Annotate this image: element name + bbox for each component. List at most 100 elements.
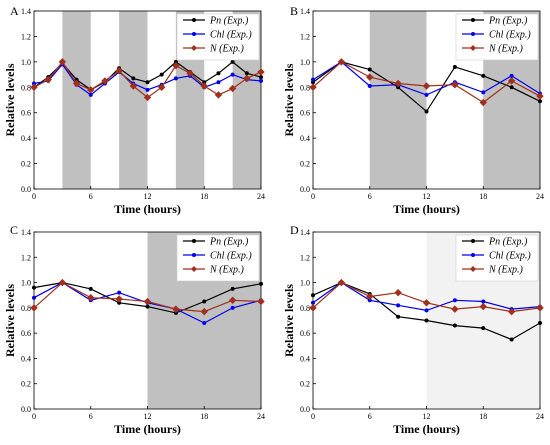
x-tick-label: 18 bbox=[200, 192, 208, 201]
y-tick-label: 1.2 bbox=[21, 253, 31, 262]
data-point bbox=[58, 58, 67, 66]
legend-label-2: N (Exp.) bbox=[488, 265, 524, 276]
data-point bbox=[481, 326, 486, 331]
data-point bbox=[366, 292, 374, 301]
x-tick-label: 24 bbox=[257, 412, 265, 421]
legend-label-2: N (Exp.) bbox=[209, 265, 245, 276]
data-point bbox=[202, 321, 207, 326]
legend-label-0: Pn (Exp.) bbox=[209, 16, 249, 27]
data-point bbox=[230, 72, 235, 77]
y-tick-label: 1.4 bbox=[21, 228, 31, 237]
x-axis-label: Time (hours) bbox=[393, 422, 460, 436]
y-tick-label: 0.4 bbox=[300, 134, 310, 143]
data-point bbox=[216, 71, 221, 76]
data-point bbox=[424, 318, 429, 323]
x-tick-label: 24 bbox=[536, 412, 544, 421]
data-point bbox=[32, 81, 36, 86]
data-point bbox=[129, 82, 138, 90]
data-point bbox=[32, 295, 36, 300]
data-point bbox=[30, 83, 38, 91]
y-tick-label: 0.6 bbox=[300, 109, 310, 118]
data-point bbox=[422, 299, 431, 307]
panel-label: C bbox=[10, 223, 18, 237]
data-point bbox=[228, 84, 237, 93]
data-point bbox=[131, 76, 136, 81]
y-tick-label: 1.2 bbox=[21, 32, 31, 41]
x-tick-label: 24 bbox=[536, 192, 544, 201]
data-point bbox=[507, 77, 516, 85]
data-point bbox=[244, 71, 249, 76]
data-point bbox=[145, 87, 150, 92]
data-point bbox=[309, 83, 317, 91]
data-point bbox=[452, 298, 457, 303]
data-point bbox=[145, 304, 150, 309]
x-tick-label: 18 bbox=[200, 412, 208, 421]
x-axis-label: Time (hours) bbox=[393, 202, 460, 216]
data-point bbox=[481, 73, 486, 78]
panel-d: D 0.0 0.2 0.4 0.6 0.8 1.0 1.2 1.4 0 6 12 18 24 Time (h… bbox=[282, 223, 544, 436]
y-tick-label: 0.6 bbox=[21, 109, 31, 118]
legend-marker bbox=[471, 18, 475, 22]
data-point bbox=[202, 299, 207, 304]
data-point bbox=[157, 83, 166, 91]
legend-marker bbox=[471, 32, 475, 36]
data-point bbox=[117, 300, 122, 305]
data-point bbox=[173, 76, 178, 81]
data-point bbox=[536, 92, 544, 100]
x-tick-label: 12 bbox=[423, 192, 431, 201]
x-tick-label: 6 bbox=[368, 192, 372, 201]
legend-label-1: Chl (Exp.) bbox=[210, 251, 252, 262]
x-tick-label: 6 bbox=[368, 412, 372, 421]
y-tick-label: 0.8 bbox=[21, 304, 31, 313]
y-axis-label: Relative levels bbox=[3, 63, 17, 136]
data-point bbox=[115, 67, 123, 75]
data-point bbox=[424, 308, 429, 313]
dark-period-0 bbox=[369, 11, 427, 189]
x-tick-label: 12 bbox=[423, 412, 431, 421]
data-point bbox=[481, 90, 486, 95]
x-tick-label: 18 bbox=[479, 192, 487, 201]
x-tick-label: 24 bbox=[257, 192, 265, 201]
y-tick-label: 0.2 bbox=[300, 380, 310, 389]
data-point bbox=[479, 98, 487, 107]
data-point bbox=[396, 303, 401, 308]
legend-marker bbox=[470, 45, 476, 51]
data-point bbox=[481, 299, 486, 304]
data-point bbox=[101, 77, 109, 85]
data-point bbox=[74, 77, 79, 82]
data-point bbox=[44, 75, 52, 84]
data-point bbox=[230, 59, 235, 64]
data-point bbox=[424, 92, 429, 97]
data-point bbox=[509, 85, 514, 90]
data-point bbox=[88, 92, 93, 97]
legend-marker bbox=[191, 266, 197, 272]
x-tick-label: 18 bbox=[479, 412, 487, 421]
data-point bbox=[259, 75, 263, 80]
legend-marker bbox=[471, 253, 475, 257]
data-point bbox=[88, 286, 93, 291]
y-tick-label: 0.2 bbox=[300, 160, 310, 169]
data-point bbox=[424, 109, 429, 114]
legend-label-0: Pn (Exp.) bbox=[488, 16, 528, 27]
data-point bbox=[72, 79, 81, 88]
x-tick-label: 12 bbox=[144, 412, 152, 421]
y-tick-label: 0.4 bbox=[21, 134, 31, 143]
data-point bbox=[32, 285, 36, 290]
data-point bbox=[452, 64, 457, 69]
y-tick-label: 0.2 bbox=[21, 380, 31, 389]
data-point bbox=[394, 79, 402, 88]
data-point bbox=[451, 81, 459, 89]
legend-box bbox=[455, 234, 539, 282]
legend-label-0: Pn (Exp.) bbox=[209, 237, 249, 248]
data-point bbox=[117, 290, 122, 295]
data-point bbox=[366, 73, 374, 81]
y-tick-label: 1.4 bbox=[21, 7, 31, 16]
x-tick-label: 0 bbox=[311, 192, 315, 201]
data-point bbox=[173, 59, 178, 64]
y-tick-label: 1.4 bbox=[300, 228, 310, 237]
y-tick-label: 0.8 bbox=[300, 304, 310, 313]
legend-label-0: Pn (Exp.) bbox=[488, 237, 528, 248]
data-point bbox=[143, 93, 152, 102]
x-axis-label: Time (hours) bbox=[114, 202, 181, 216]
